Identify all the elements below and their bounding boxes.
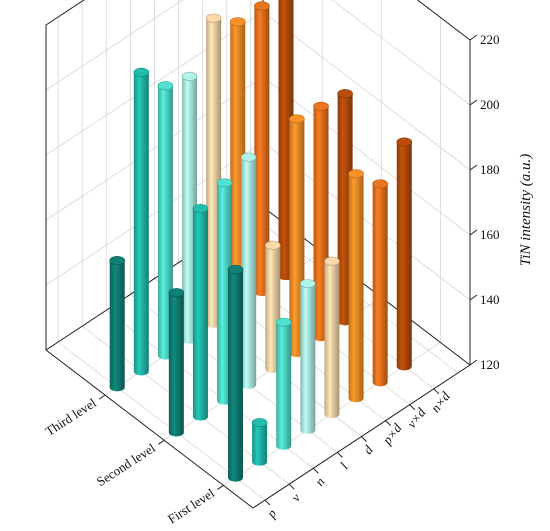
factor-tick-mark	[264, 499, 271, 506]
y-tick-mark	[469, 99, 478, 106]
bar-top	[192, 203, 209, 213]
bar-body	[241, 157, 257, 389]
y-tick-mark	[469, 359, 478, 366]
y-tick-mark	[469, 34, 478, 41]
bar-n×d-first-level	[396, 137, 413, 371]
y-tick-mark	[469, 164, 478, 171]
y-tick-label: 200	[480, 97, 500, 112]
bar-top	[227, 264, 244, 274]
y-axis-title: TiN intensity (a.u.)	[518, 154, 534, 267]
level-tick-mark	[98, 394, 106, 400]
y-tick-label: 160	[480, 227, 500, 242]
bar-top	[275, 317, 292, 327]
bar-top	[109, 255, 125, 265]
y-tick-label: 120	[480, 357, 500, 372]
factor-tick-label: l	[337, 459, 351, 471]
bar-d-first-level	[324, 256, 340, 419]
bar-top	[324, 256, 340, 266]
factor-tick-mark	[361, 436, 367, 442]
factor-tick-mark	[312, 467, 319, 474]
factor-tick-mark	[433, 388, 440, 395]
bar-body	[227, 269, 243, 482]
bar-body	[276, 322, 292, 450]
bar-top	[168, 288, 185, 298]
y-tick-label: 140	[480, 292, 500, 307]
factor-tick-label: n	[312, 474, 328, 488]
plot-box-edge	[45, 349, 254, 509]
bar-body	[300, 283, 316, 435]
bar-v×d-first-level	[372, 179, 388, 387]
level-tick-mark	[217, 485, 224, 490]
bar-body	[372, 183, 388, 387]
bar-p×d-first-level	[348, 169, 364, 403]
plot-box-edge	[416, 0, 471, 41]
bar-top	[254, 1, 270, 11]
level-tick-label: Third level	[42, 395, 99, 439]
bar-top	[229, 17, 246, 27]
bar-v-third-level	[133, 67, 150, 376]
bar-top	[251, 418, 268, 428]
bar-l-second-level	[240, 152, 257, 389]
bar-top	[396, 137, 413, 147]
bar-body	[252, 422, 268, 466]
bar-top	[157, 81, 174, 91]
y-tick-label: 180	[480, 162, 500, 177]
bar-body	[254, 5, 270, 297]
factor-tick-mark	[288, 483, 295, 490]
bar-body	[348, 173, 364, 403]
level-tick-mark	[158, 439, 165, 445]
factor-tick-mark	[409, 404, 416, 411]
bar-body	[192, 208, 208, 421]
bar-p-first-level	[227, 264, 244, 482]
bar-l-first-level	[300, 279, 316, 435]
factor-tick-label: p×d	[379, 420, 405, 448]
bar-body	[324, 261, 340, 419]
bar-top	[216, 178, 233, 188]
bar-top	[264, 240, 281, 250]
bar-body	[133, 72, 149, 376]
factor-tick-label: v	[288, 490, 304, 504]
y-tick-mark	[469, 229, 478, 236]
bar-v×d-third-level	[254, 1, 270, 297]
bar-body	[396, 142, 412, 371]
y-tick-mark	[469, 294, 478, 301]
bar-top	[337, 89, 353, 99]
bar-p-second-level	[168, 288, 185, 437]
factor-tick-label: v×d	[404, 405, 429, 431]
bar-top	[313, 101, 329, 111]
bar-top	[300, 279, 316, 289]
factor-tick-label: p	[263, 506, 280, 522]
factor-tick-mark	[385, 420, 391, 426]
bar-top	[240, 152, 257, 162]
bar-v-first-level	[251, 418, 268, 466]
factor-tick-mark	[337, 452, 343, 458]
bar-v-second-level	[192, 203, 209, 421]
bar-body	[109, 260, 125, 392]
level-tick-label: Second level	[94, 440, 159, 489]
y-tick-label: 220	[480, 32, 500, 47]
plot-box-edge	[45, 0, 85, 26]
factor-tick-label: d	[360, 442, 376, 457]
factor-tick-label: n×d	[428, 388, 454, 415]
bars-layer	[109, 0, 413, 482]
bar-top	[372, 179, 388, 189]
bar-top	[289, 114, 305, 124]
bar-n-first-level	[275, 317, 292, 450]
bar-top	[181, 71, 198, 81]
bar-top	[348, 169, 364, 179]
level-tick-label: First level	[165, 485, 217, 526]
bar-top	[205, 13, 222, 23]
bar-p-third-level	[109, 255, 125, 392]
bar-body	[168, 292, 184, 437]
grid-line-z	[45, 0, 471, 106]
bar-top	[133, 67, 150, 77]
